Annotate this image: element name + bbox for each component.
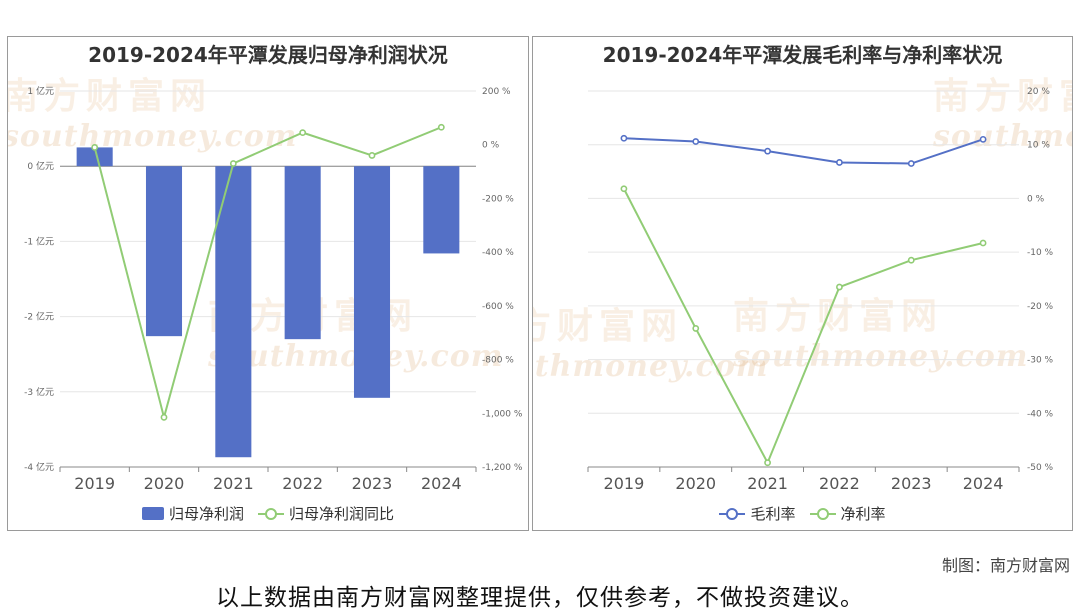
y-left-tick-label: -4 亿元: [24, 461, 54, 473]
bar: [353, 166, 391, 398]
y-right-tick-label: -800 %: [482, 356, 514, 366]
series-line: [623, 137, 984, 165]
bar: [423, 166, 460, 254]
chart-title: 2019-2024年平潭发展毛利率与净利率状况: [602, 43, 1003, 67]
bar: [145, 166, 183, 337]
legend-bar-swatch: [141, 507, 164, 520]
data-point: [160, 413, 168, 421]
y-right-tick-label: -40 %: [1027, 409, 1054, 419]
y-right-tick-label: -30 %: [1027, 356, 1054, 366]
data-point: [620, 185, 628, 193]
y-right-tick-label: -200 %: [482, 194, 514, 204]
legend: 归母净利润 归母净利润同比: [8, 503, 528, 524]
y-right-tick-label: -1,000 %: [482, 409, 523, 419]
data-point: [368, 152, 376, 159]
x-tick-label: 2019: [74, 474, 115, 493]
bar: [215, 166, 252, 458]
legend-label: 毛利率: [750, 505, 796, 523]
legend-line-swatch: [809, 507, 836, 521]
data-point: [620, 134, 628, 142]
y-right-tick-label: 20 %: [1027, 87, 1050, 97]
bar: [76, 147, 113, 167]
legend: 毛利率 净利率: [533, 503, 1072, 524]
data-point: [764, 459, 771, 467]
data-point: [907, 256, 915, 264]
y-right-tick-label: -400 %: [482, 248, 514, 258]
data-point: [907, 160, 915, 167]
x-tick-label: 2022: [282, 474, 323, 493]
data-point: [979, 239, 987, 247]
x-tick-label: 2024: [963, 474, 1004, 493]
margin-plot: 20 % 10 % 0 % -10 % -20 % -30 % -40 % -50 % 2019…: [587, 87, 1054, 493]
legend-item-net-profit-yoy[interactable]: 归母净利润同比: [258, 503, 394, 524]
data-point: [437, 123, 445, 131]
y-right-tick-label: -20 %: [1027, 302, 1054, 312]
y-right-tick-label: -10 %: [1027, 248, 1054, 258]
y-left-tick-label: -2 亿元: [24, 311, 54, 323]
y-left-tick-label: 0 亿元: [27, 160, 54, 172]
y-right-tick-label: 200 %: [482, 87, 511, 97]
x-tick-label: 2024: [421, 474, 462, 493]
legend-item-gross-margin[interactable]: 毛利率: [719, 503, 796, 524]
y-right-tick-label: -1,200 %: [482, 463, 523, 473]
chart-title: 2019-2024年平潭发展归母净利润状况: [88, 43, 448, 67]
data-point: [91, 144, 99, 151]
chart-credit: 制图：南方财富网: [941, 556, 1070, 575]
y-right-tick-label: -50 %: [1027, 463, 1054, 473]
y-left-tick-label: 1 亿元: [27, 85, 54, 97]
y-left-tick-label: -3 亿元: [24, 386, 54, 398]
legend-line-swatch: [719, 507, 746, 521]
x-tick-label: 2022: [819, 474, 860, 493]
y-right-tick-label: 0 %: [1027, 194, 1045, 204]
y-right-tick-label: 0 %: [482, 141, 500, 151]
data-point: [229, 160, 237, 167]
data-point: [979, 135, 987, 143]
legend-label: 净利率: [840, 505, 886, 523]
series-line: [623, 188, 984, 466]
data-point: [692, 138, 700, 145]
data-point: [692, 325, 700, 332]
data-point: [836, 283, 843, 291]
x-tick-label: 2023: [891, 474, 932, 493]
x-tick-label: 2021: [747, 474, 788, 493]
data-point: [299, 129, 307, 137]
net-profit-plot: 1 亿元 0 亿元 -1 亿元 -2 亿元 -3 亿元 -4 亿元 200 % 0 % -200…: [24, 85, 523, 493]
legend-item-net-profit[interactable]: 归母净利润: [141, 503, 244, 524]
x-tick-label: 2020: [144, 474, 185, 493]
legend-item-net-margin[interactable]: 净利率: [809, 503, 886, 524]
legend-label: 归母净利润同比: [289, 505, 395, 523]
disclaimer: 以上数据由南方财富网整理提供，仅供参考，不做投资建议。: [216, 585, 864, 611]
y-left-tick-label: -1 亿元: [24, 235, 54, 247]
data-point: [764, 147, 771, 155]
data-point: [836, 159, 843, 166]
x-tick-label: 2020: [675, 474, 716, 493]
y-right-tick-label: -600 %: [482, 302, 514, 312]
series-line: [93, 126, 442, 422]
legend-label: 归母净利润: [168, 505, 244, 523]
y-right-tick-label: 10 %: [1027, 141, 1050, 151]
legend-line-swatch: [258, 507, 284, 521]
x-tick-label: 2023: [352, 474, 393, 493]
bar: [284, 166, 321, 340]
x-tick-label: 2021: [213, 474, 254, 493]
x-tick-label: 2019: [604, 474, 645, 493]
